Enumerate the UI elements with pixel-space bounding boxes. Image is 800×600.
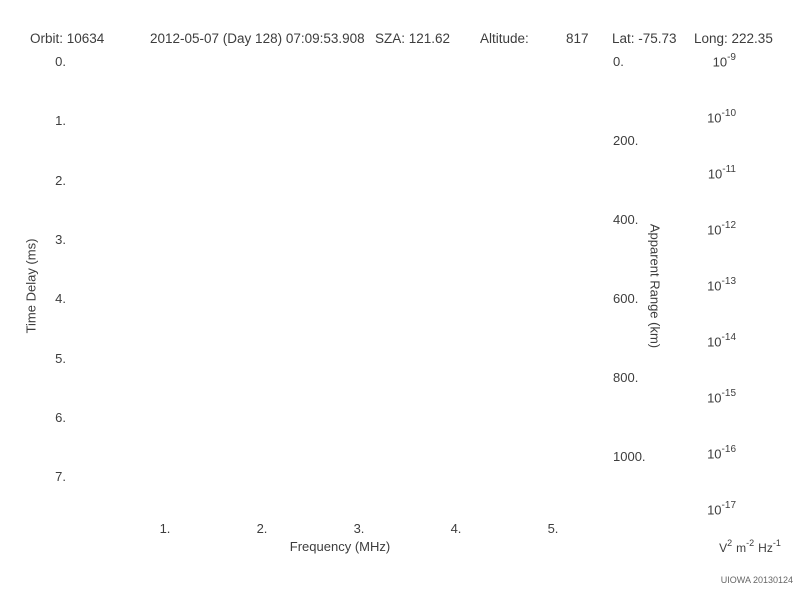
tick-label: 3.: [353, 521, 365, 536]
long-value: Long: 222.35: [694, 31, 773, 46]
colorbar-tick: 10-17: [707, 500, 736, 518]
tick-label: 200.: [613, 133, 639, 148]
tick-label: 6.: [55, 410, 66, 425]
tick-label: 4.: [55, 291, 66, 306]
tick-label: 5.: [547, 521, 559, 536]
tick-label: 0.: [55, 54, 66, 69]
colorbar-tick: 10-11: [707, 164, 736, 182]
apparent-range-axis-label: Apparent Range (km): [647, 223, 663, 349]
colorbar-tick: 10-16: [707, 444, 736, 462]
tick-label: 600.: [613, 291, 639, 306]
orbit-value: Orbit: 10634: [30, 31, 105, 46]
colorbar-tick: 10-12: [707, 220, 736, 238]
tick-label: 2.: [256, 521, 268, 536]
tick-label: 800.: [613, 370, 639, 385]
tick-label: 5.: [55, 351, 66, 366]
tick-label: 1.: [55, 113, 66, 128]
altitude-label: Altitude:: [480, 31, 529, 46]
colorbar-tick: 10-9: [712, 52, 736, 70]
colorbar-tick: 10-13: [707, 276, 736, 294]
colorbar-units: V2 m-2 Hz-1: [719, 538, 781, 555]
time-delay-axis-label: Time Delay (ms): [23, 238, 39, 334]
tick-label: 1000.: [613, 449, 646, 464]
tick-label: 3.: [55, 232, 66, 247]
frequency-axis-label: Frequency (MHz): [289, 539, 391, 554]
tick-label: 0.: [613, 54, 624, 69]
credit-text: UIOWA 20130124: [720, 575, 793, 585]
tick-label: 2.: [55, 173, 66, 188]
sza-value: SZA: 121.62: [375, 31, 451, 46]
colorbar-tick: 10-15: [707, 388, 736, 406]
tick-label: 7.: [55, 469, 66, 484]
colorbar-tick: 10-10: [707, 108, 736, 126]
colorbar-tick: 10-14: [707, 332, 736, 350]
tick-label: 1.: [159, 521, 171, 536]
lat-value: Lat: -75.73: [612, 31, 677, 46]
datetime-value: 2012-05-07 (Day 128) 07:09:53.908: [150, 31, 365, 46]
tick-label: 4.: [450, 521, 462, 536]
tick-label: 400.: [613, 212, 639, 227]
altitude-value: 817: [566, 31, 589, 46]
